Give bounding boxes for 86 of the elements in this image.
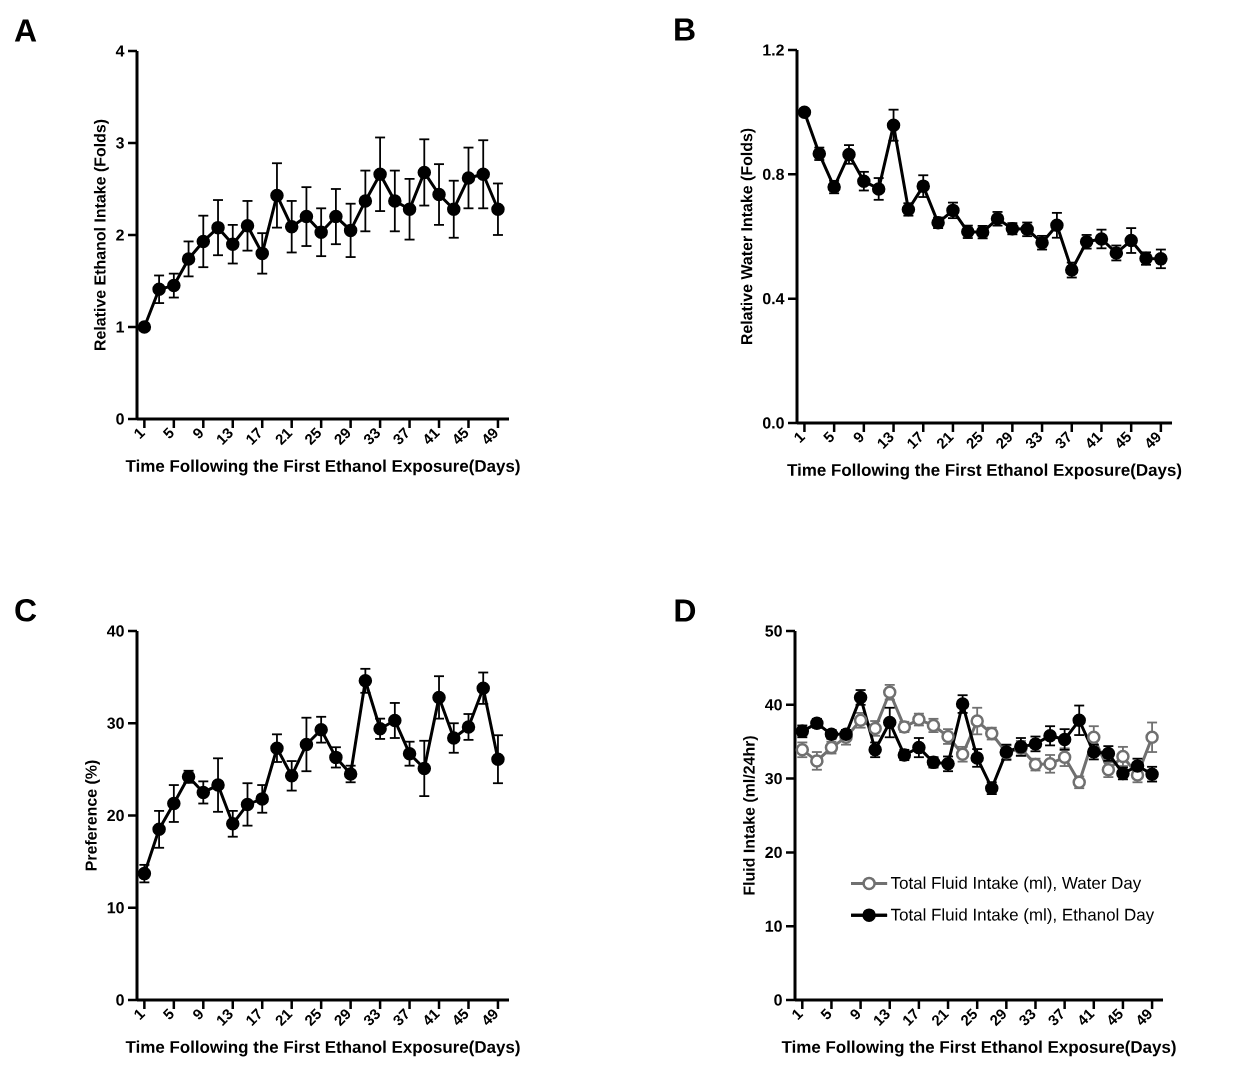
x-tick-label: 25 (305, 427, 321, 446)
x-tick-label: 29 (334, 428, 351, 446)
y-tick-label: 1 (116, 321, 125, 333)
x-tick-label: 1 (134, 428, 146, 440)
x-tick-label: 9 (193, 428, 203, 439)
x-tick-label: 9 (853, 432, 864, 443)
y-tick-label: 50 (765, 625, 782, 637)
chart-title: B (675, 18, 695, 41)
legend-label: Total Fluid Intake (ml), Ethanol Day (890, 908, 1155, 925)
y-tick-label: 4 (115, 45, 125, 57)
x-tick-label: 25 (961, 1008, 977, 1027)
x-tick-label: 17 (246, 1008, 261, 1026)
y-axis-title: Relative Ethanol Intake (Folds) (93, 119, 109, 350)
y-tick-label: 20 (107, 809, 124, 822)
x-tick-label: 33 (363, 428, 380, 445)
x-tick-label: 1 (794, 432, 806, 444)
y-tick-label: 10 (107, 902, 124, 914)
y-tick-label: 30 (765, 772, 782, 785)
chart-title: C (15, 598, 37, 622)
y-axis-title: Relative Water Intake (Folds) (740, 128, 756, 345)
y-tick-label: 2 (116, 229, 124, 241)
x-axis-title: Time Following the First Ethanol Exposure(Days) (787, 463, 1182, 480)
x-tick-label: 13 (217, 428, 233, 445)
x-tick-label: 45 (454, 427, 469, 444)
x-tick-label: 29 (990, 1009, 1006, 1027)
x-tick-label: 33 (1019, 1009, 1036, 1026)
y-tick-label: 0 (116, 994, 124, 1006)
x-tick-label: 37 (393, 427, 409, 445)
x-tick-label: 49 (483, 428, 498, 444)
x-tick-label: 21 (275, 428, 293, 446)
chart-title: A (14, 19, 37, 42)
y-tick-label: 1.2 (763, 44, 784, 56)
y-axis-title: Preference (%) (85, 760, 100, 871)
x-tick-label: 45 (1116, 431, 1131, 448)
x-tick-label: 25 (305, 1008, 321, 1027)
x-tick-label: 17 (907, 431, 922, 449)
y-tick-label: 40 (106, 625, 124, 637)
x-tick-label: 21 (936, 432, 955, 450)
x-tick-label: 41 (1087, 432, 1103, 448)
x-tick-label: 17 (903, 1008, 918, 1026)
y-tick-label: 0 (116, 413, 124, 425)
x-tick-label: 45 (454, 1008, 469, 1025)
x-tick-label: 25 (966, 431, 983, 450)
x-tick-label: 41 (424, 428, 441, 444)
x-tick-label: 13 (217, 1009, 233, 1026)
x-axis-title: Time Following the First Ethanol Exposure(Days) (125, 1040, 520, 1057)
x-axis-title: Time Following the First Ethanol Exposure(Days) (781, 1040, 1176, 1057)
x-tick-label: 37 (1048, 1008, 1064, 1026)
x-tick-label: 13 (873, 1009, 890, 1026)
x-tick-label: 21 (932, 1009, 950, 1027)
x-axis-title: Time Following the First Ethanol Exposure(Days) (125, 459, 520, 476)
x-tick-label: 5 (823, 431, 834, 443)
x-tick-label: 41 (1079, 1009, 1095, 1026)
x-tick-label: 5 (162, 1008, 174, 1020)
x-tick-label: 45 (1108, 1008, 1123, 1025)
x-tick-label: 5 (162, 427, 174, 439)
x-tick-label: 37 (1055, 431, 1071, 449)
x-tick-label: 5 (820, 1008, 832, 1020)
x-tick-label: 17 (246, 427, 261, 445)
x-tick-label: 33 (1025, 432, 1042, 449)
y-axis-title: Fluid Intake (ml/24hr) (743, 736, 758, 895)
y-tick-label: 0 (774, 994, 782, 1006)
x-tick-label: 21 (275, 1009, 293, 1027)
legend-label: Total Fluid Intake (ml), Water Day (890, 876, 1142, 893)
y-tick-label: 0.4 (762, 293, 785, 305)
x-tick-label: 9 (850, 1009, 861, 1020)
x-tick-label: 37 (393, 1008, 409, 1026)
x-tick-label: 49 (483, 1009, 498, 1026)
x-tick-label: 1 (134, 1009, 146, 1021)
x-tick-label: 49 (1146, 432, 1161, 449)
x-tick-label: 9 (193, 1009, 203, 1020)
x-tick-label: 13 (877, 432, 894, 449)
y-tick-label: 30 (107, 717, 124, 729)
x-tick-label: 41 (424, 1009, 441, 1026)
y-tick-label: 40 (764, 699, 782, 711)
y-tick-label: 10 (765, 920, 782, 932)
x-tick-label: 29 (996, 432, 1012, 450)
y-tick-label: 0.8 (762, 168, 784, 180)
chart-title: D (675, 599, 696, 622)
y-tick-label: 3 (115, 137, 124, 149)
x-tick-label: 1 (792, 1009, 804, 1021)
x-tick-label: 49 (1137, 1009, 1152, 1026)
x-tick-label: 29 (334, 1009, 351, 1027)
x-tick-label: 33 (363, 1009, 380, 1026)
y-tick-label: 0.0 (762, 417, 784, 429)
y-tick-label: 20 (765, 846, 782, 859)
